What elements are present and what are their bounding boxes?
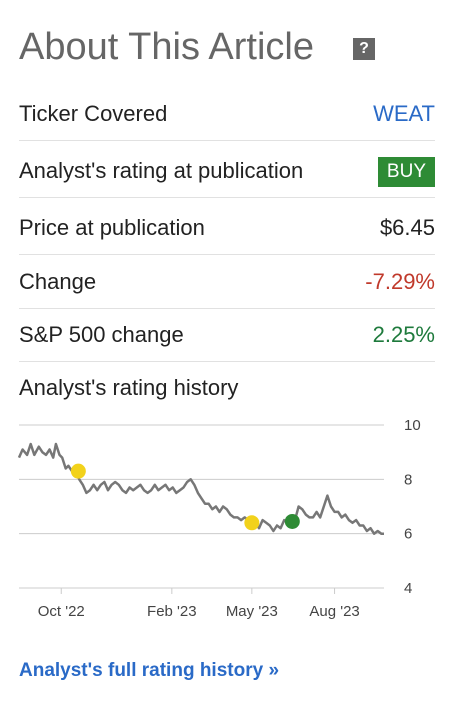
sp500-row: S&P 500 change 2.25% xyxy=(19,308,435,362)
y-tick-label: 6 xyxy=(404,526,412,543)
article-header: About This Article ? xyxy=(19,24,439,70)
x-tick-label: Oct '22 xyxy=(38,603,85,620)
ticker-link[interactable]: WEAT xyxy=(373,101,435,126)
rating-markers xyxy=(70,463,300,531)
y-tick-label: 10 xyxy=(404,417,421,434)
x-tick-label: May '23 xyxy=(226,603,278,620)
y-tick-label: 8 xyxy=(404,471,412,488)
change-row: Change -7.29% xyxy=(19,255,435,309)
rating-row: Analyst's rating at publication BUY xyxy=(19,144,435,198)
sp500-label: S&P 500 change xyxy=(19,322,184,347)
sp500-value: 2.25% xyxy=(372,322,435,347)
y-tick-label: 4 xyxy=(404,580,412,597)
help-icon[interactable]: ? xyxy=(353,38,375,60)
ticker-label: Ticker Covered xyxy=(19,101,168,126)
price-label: Price at publication xyxy=(19,215,205,240)
buy-badge: BUY xyxy=(377,157,435,187)
chart-grid xyxy=(19,424,384,589)
rating-marker-hold[interactable] xyxy=(244,515,260,531)
full-rating-history-link[interactable]: Analyst's full rating history » xyxy=(19,660,280,681)
rating-history-label: Analyst's rating history xyxy=(19,375,239,400)
x-axis: Oct '22 Feb '23 May '23 Aug '23 xyxy=(19,587,384,620)
rating-marker-buy[interactable] xyxy=(284,513,300,529)
page-title: About This Article xyxy=(19,26,315,68)
rating-history-chart: 4 6 8 10 Oct '22 Feb '23 May '23 Aug '23 xyxy=(17,417,421,620)
rating-marker-hold[interactable] xyxy=(70,463,86,479)
y-axis: 4 6 8 10 xyxy=(404,417,421,597)
price-value: $6.45 xyxy=(379,215,435,240)
x-tick-label: Feb '23 xyxy=(147,603,197,620)
ticker-row: Ticker Covered WEAT xyxy=(19,87,435,141)
x-tick-label: Aug '23 xyxy=(309,603,359,620)
change-value: -7.29% xyxy=(365,269,435,294)
price-row: Price at publication $6.45 xyxy=(19,201,435,255)
change-label: Change xyxy=(19,269,97,294)
rating-label: Analyst's rating at publication xyxy=(19,158,304,183)
price-line xyxy=(17,442,384,535)
